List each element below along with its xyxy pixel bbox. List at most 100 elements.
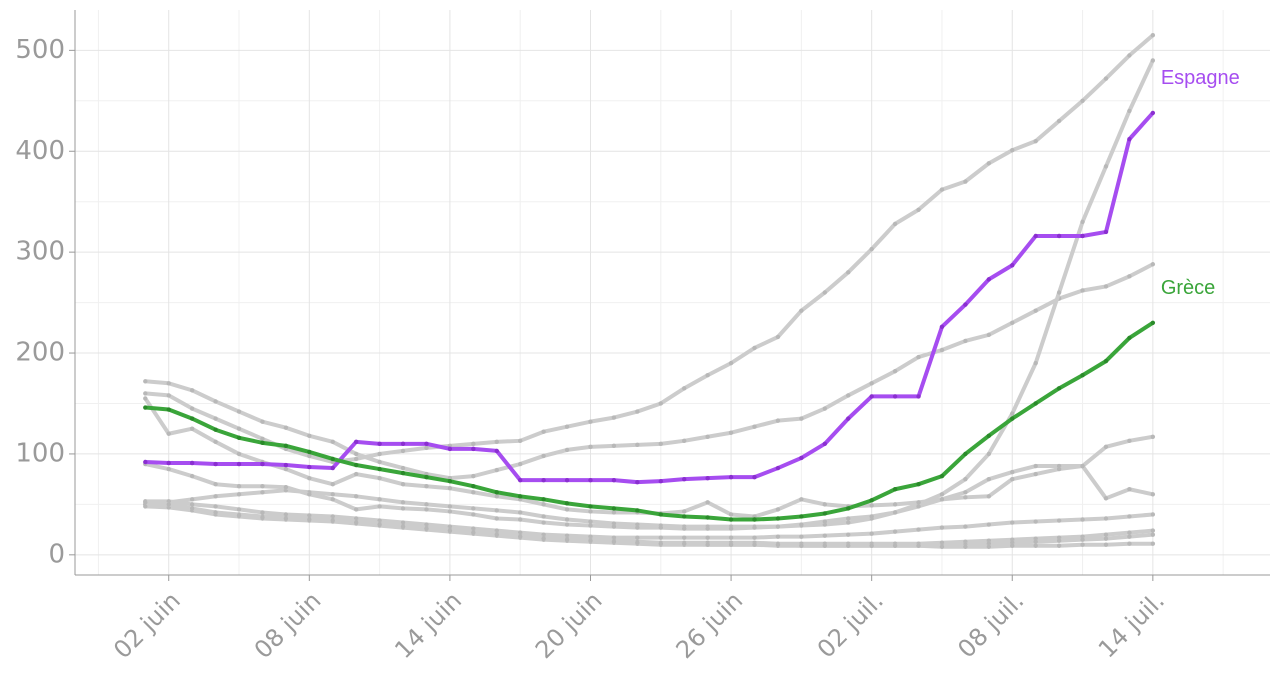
point — [564, 507, 570, 512]
point — [963, 302, 968, 307]
point — [963, 179, 968, 184]
y-tick-label: 200 — [15, 338, 65, 368]
point — [564, 477, 570, 483]
point — [353, 456, 359, 462]
point — [377, 441, 382, 447]
point — [1127, 487, 1132, 492]
point — [635, 508, 640, 513]
point — [330, 518, 335, 523]
point — [166, 502, 171, 507]
point — [471, 473, 476, 479]
point — [986, 522, 992, 527]
point — [752, 542, 757, 547]
point — [1010, 411, 1015, 416]
series-label: Grèce — [1161, 277, 1215, 299]
point — [307, 464, 312, 470]
line — [145, 33, 1155, 464]
point — [611, 524, 617, 529]
point — [1127, 438, 1132, 444]
point — [635, 409, 640, 414]
point — [1010, 416, 1015, 421]
point — [189, 426, 195, 431]
point — [916, 527, 921, 532]
point — [494, 490, 499, 495]
point — [963, 495, 968, 500]
point — [1080, 233, 1085, 239]
point — [541, 536, 546, 541]
point — [1150, 33, 1156, 38]
point — [283, 462, 289, 468]
point — [588, 538, 593, 543]
point — [353, 471, 359, 477]
point — [494, 516, 499, 521]
point — [822, 406, 828, 411]
y-tick-label: 0 — [48, 539, 65, 569]
point — [775, 524, 781, 529]
point — [869, 246, 874, 252]
point — [635, 442, 640, 448]
point — [799, 534, 804, 539]
point — [353, 507, 359, 512]
line — [145, 59, 1155, 529]
point — [1056, 543, 1062, 548]
x-tick-label: 20 juin — [530, 586, 608, 664]
point — [189, 416, 195, 421]
point — [283, 516, 289, 521]
point — [846, 506, 851, 511]
line — [144, 434, 1154, 531]
point — [1103, 76, 1109, 81]
point — [166, 407, 171, 412]
point — [377, 522, 382, 527]
point — [775, 507, 781, 512]
point — [611, 415, 617, 420]
x-tick-label: 02 juil. — [812, 586, 889, 663]
point — [658, 401, 663, 406]
point — [705, 526, 710, 531]
point — [799, 455, 804, 461]
point — [869, 514, 874, 519]
point — [1010, 320, 1015, 325]
point — [775, 516, 781, 521]
point — [471, 512, 476, 517]
point — [189, 473, 195, 479]
line — [145, 500, 1153, 549]
point — [939, 492, 945, 497]
point — [541, 429, 546, 434]
point — [1033, 539, 1038, 544]
point — [1080, 463, 1085, 469]
point — [869, 381, 874, 386]
point — [424, 474, 429, 480]
point — [377, 504, 382, 509]
point — [986, 494, 992, 499]
point — [1056, 518, 1062, 523]
series — [143, 320, 1156, 522]
point — [728, 430, 734, 435]
point — [822, 502, 828, 507]
point — [1103, 284, 1109, 289]
point — [658, 441, 663, 447]
point — [517, 534, 523, 539]
point — [1103, 358, 1109, 364]
point — [682, 526, 687, 531]
point — [189, 388, 195, 393]
x-tick-label: 14 juin — [389, 586, 467, 664]
point — [611, 443, 617, 449]
line — [143, 397, 1154, 519]
point — [869, 531, 874, 536]
x-tick-label: 08 juin — [249, 586, 327, 664]
point — [1127, 534, 1132, 539]
point — [752, 525, 757, 530]
point — [1033, 543, 1038, 548]
point — [986, 161, 992, 166]
point — [728, 526, 734, 531]
point — [588, 477, 593, 483]
point — [260, 490, 265, 495]
point — [213, 494, 218, 499]
point — [1150, 110, 1156, 116]
point — [189, 506, 195, 511]
point — [846, 532, 851, 537]
point — [752, 535, 757, 540]
point — [517, 438, 523, 444]
point — [705, 535, 710, 540]
